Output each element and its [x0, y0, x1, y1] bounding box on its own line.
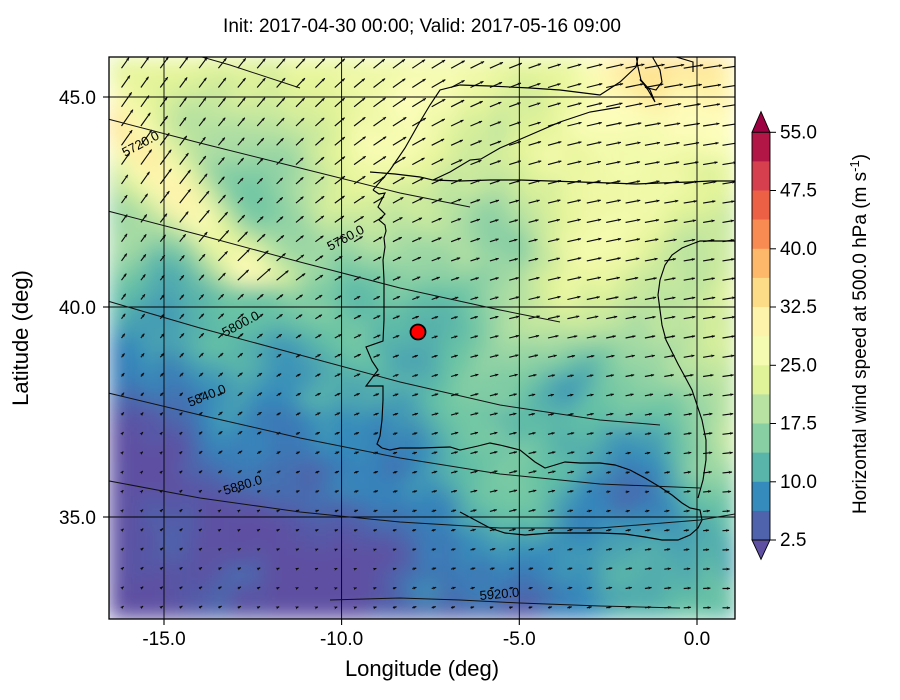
svg-text:2.5: 2.5: [780, 530, 806, 551]
svg-text:32.5: 32.5: [780, 297, 817, 318]
svg-text:0.0: 0.0: [684, 629, 710, 650]
svg-text:-5.0: -5.0: [503, 629, 536, 650]
svg-text:-15.0: -15.0: [142, 629, 185, 650]
svg-text:55.0: 55.0: [780, 122, 817, 143]
svg-text:Latitude (deg): Latitude (deg): [8, 270, 33, 406]
svg-text:Horizontal wind speed at 500.0: Horizontal wind speed at 500.0 hPa (m s-…: [847, 154, 872, 514]
svg-text:5680.0: 5680.0: [124, 16, 166, 48]
svg-text:17.5: 17.5: [780, 414, 817, 435]
svg-text:40.0: 40.0: [780, 239, 817, 260]
svg-text:47.5: 47.5: [780, 181, 817, 202]
svg-text:Init: 2017-04-30 00:00; Valid:: Init: 2017-04-30 00:00; Valid: 2017-05-1…: [223, 16, 621, 37]
svg-text:35.0: 35.0: [59, 508, 96, 529]
svg-text:40.0: 40.0: [59, 298, 96, 319]
svg-text:25.0: 25.0: [780, 355, 817, 376]
svg-text:45.0: 45.0: [59, 88, 96, 109]
svg-text:-10.0: -10.0: [320, 629, 363, 650]
svg-text:Longitude (deg): Longitude (deg): [345, 656, 499, 681]
svg-text:10.0: 10.0: [780, 472, 817, 493]
